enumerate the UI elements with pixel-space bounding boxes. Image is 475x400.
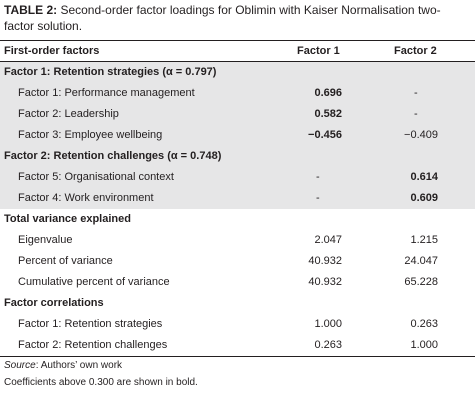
section-heading: Factor correlations xyxy=(4,297,104,309)
table-number: TABLE 2: xyxy=(4,3,58,17)
cell: 1.215 xyxy=(410,234,438,246)
cell: 0.263 xyxy=(314,339,342,351)
header-cell: Factor 2 xyxy=(394,45,437,57)
section-row: Total variance explained xyxy=(0,209,475,230)
cell: - xyxy=(316,171,320,183)
cell: 2.047 xyxy=(314,234,342,246)
source-label: Source xyxy=(4,360,36,371)
cell: 1.000 xyxy=(314,318,342,330)
row-label: Eigenvalue xyxy=(18,234,73,246)
header-cell: Factor 1 xyxy=(297,45,340,57)
section-heading: Factor 1: Retention strategies (α = 0.79… xyxy=(4,66,217,78)
section-row: Factor correlations xyxy=(0,293,475,314)
table-caption: Second-order factor loadings for Oblimin… xyxy=(4,3,441,33)
row-label: Factor 2: Leadership xyxy=(18,108,119,120)
table-row: Eigenvalue 2.047 1.215 xyxy=(0,230,475,251)
table-row: Factor 5: Organisational context - 0.614 xyxy=(0,167,475,188)
cell: −0.456 xyxy=(308,129,342,141)
table-row: Factor 3: Employee wellbeing −0.456 −0.409 xyxy=(0,125,475,146)
row-label: Factor 4: Work environment xyxy=(18,192,154,204)
row-label: Cumulative percent of variance xyxy=(18,276,170,288)
source-note: Source: Authors’ own work xyxy=(4,360,122,371)
cell: 0.609 xyxy=(410,192,438,204)
cell: 0.614 xyxy=(410,171,438,183)
table-row: Factor 2: Retention challenges 0.263 1.000 xyxy=(0,335,475,357)
table-title: TABLE 2: Second-order factor loadings fo… xyxy=(4,2,466,34)
row-label: Factor 5: Organisational context xyxy=(18,171,174,183)
table: First-order factors Factor 1 Factor 2 Facto… xyxy=(0,40,475,357)
table-row: Factor 4: Work environment - 0.609 xyxy=(0,188,475,209)
row-label: Percent of variance xyxy=(18,255,113,267)
table-row: Cumulative percent of variance 40.932 65.2… xyxy=(0,272,475,293)
bold-note: Coefficients above 0.300 are shown in bo… xyxy=(4,377,198,388)
cell: 65.228 xyxy=(404,276,438,288)
row-label: Factor 1: Performance management xyxy=(18,87,195,99)
cell: - xyxy=(414,87,418,99)
cell: - xyxy=(414,108,418,120)
section-heading: Total variance explained xyxy=(4,213,131,225)
header-cell: First-order factors xyxy=(4,45,100,57)
cell: 0.696 xyxy=(314,87,342,99)
section-row: Factor 1: Retention strategies (α = 0.79… xyxy=(0,62,475,83)
table-row: Factor 1: Performance management 0.696 - xyxy=(0,83,475,104)
row-label: Factor 3: Employee wellbeing xyxy=(18,129,163,141)
cell: −0.409 xyxy=(404,129,438,141)
cell: 40.932 xyxy=(308,255,342,267)
cell: 0.263 xyxy=(410,318,438,330)
cell: - xyxy=(316,192,320,204)
cell: 1.000 xyxy=(410,339,438,351)
row-label: Factor 2: Retention challenges xyxy=(18,339,168,351)
section-heading: Factor 2: Retention challenges (α = 0.74… xyxy=(4,150,222,162)
table-row: Factor 1: Retention strategies 1.000 0.263 xyxy=(0,314,475,335)
source-text: : Authors’ own work xyxy=(35,360,123,371)
table-row: Percent of variance 40.932 24.047 xyxy=(0,251,475,272)
cell: 24.047 xyxy=(404,255,438,267)
section-row: Factor 2: Retention challenges (α = 0.74… xyxy=(0,146,475,167)
header-row: First-order factors Factor 1 Factor 2 xyxy=(0,40,475,62)
row-label: Factor 1: Retention strategies xyxy=(18,318,163,330)
cell: 0.582 xyxy=(314,108,342,120)
cell: 40.932 xyxy=(308,276,342,288)
table-row: Factor 2: Leadership 0.582 - xyxy=(0,104,475,125)
